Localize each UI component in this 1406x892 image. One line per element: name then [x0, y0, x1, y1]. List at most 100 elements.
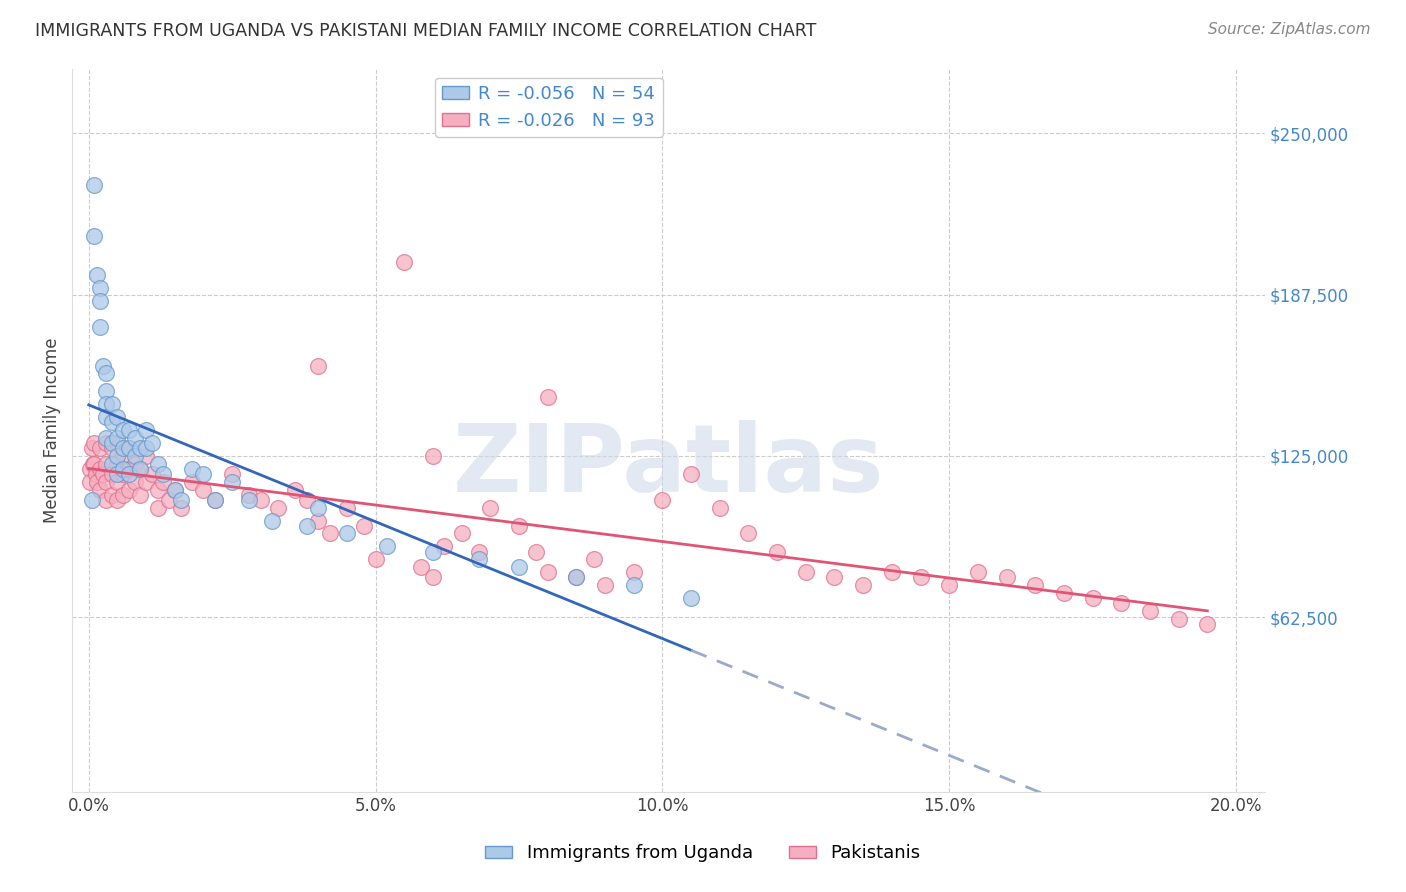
Point: [336, 500, 359, 515]
Point: [250, 492, 273, 507]
Point: [169, 500, 191, 515]
Point: [91, 359, 114, 373]
Point: [1167, 612, 1189, 626]
Point: [152, 467, 174, 481]
Point: [100, 488, 122, 502]
Point: [204, 492, 226, 507]
Point: [107, 431, 129, 445]
Point: [307, 514, 329, 528]
Point: [479, 500, 502, 515]
Point: [112, 449, 135, 463]
Point: [508, 560, 530, 574]
Text: IMMIGRANTS FROM UGANDA VS PAKISTANI MEDIAN FAMILY INCOME CORRELATION CHART: IMMIGRANTS FROM UGANDA VS PAKISTANI MEDI…: [35, 22, 817, 40]
Point: [910, 570, 932, 584]
Point: [537, 390, 560, 404]
Point: [107, 457, 129, 471]
Point: [1053, 586, 1076, 600]
Point: [89, 281, 111, 295]
Text: ZIPatlas: ZIPatlas: [453, 420, 884, 512]
Point: [737, 526, 759, 541]
Point: [169, 492, 191, 507]
Point: [129, 462, 152, 476]
Point: [146, 457, 169, 471]
Point: [262, 514, 284, 528]
Point: [422, 449, 444, 463]
Point: [100, 457, 122, 471]
Point: [193, 483, 215, 497]
Point: [623, 565, 645, 579]
Point: [1111, 596, 1133, 610]
Point: [181, 475, 204, 489]
Point: [508, 518, 530, 533]
Point: [141, 467, 163, 481]
Point: [1139, 604, 1161, 618]
Point: [89, 293, 111, 308]
Point: [238, 492, 260, 507]
Point: [318, 526, 340, 541]
Point: [967, 565, 990, 579]
Point: [524, 544, 547, 558]
Point: [100, 441, 122, 455]
Point: [468, 544, 491, 558]
Point: [129, 462, 152, 476]
Point: [118, 423, 141, 437]
Point: [86, 475, 108, 489]
Point: [193, 467, 215, 481]
Point: [238, 488, 260, 502]
Point: [794, 565, 817, 579]
Point: [433, 539, 456, 553]
Point: [89, 319, 111, 334]
Point: [94, 410, 117, 425]
Point: [124, 431, 146, 445]
Point: [1197, 616, 1219, 631]
Point: [112, 488, 135, 502]
Point: [80, 492, 103, 507]
Legend: R = -0.056   N = 54, R = -0.026   N = 93: R = -0.056 N = 54, R = -0.026 N = 93: [434, 78, 662, 137]
Point: [94, 492, 117, 507]
Point: [84, 467, 107, 481]
Point: [79, 475, 101, 489]
Point: [135, 449, 157, 463]
Point: [112, 462, 135, 476]
Legend: Immigrants from Uganda, Pakistanis: Immigrants from Uganda, Pakistanis: [478, 838, 928, 870]
Point: [83, 178, 105, 192]
Point: [1081, 591, 1104, 605]
Point: [112, 441, 135, 455]
Point: [623, 578, 645, 592]
Point: [94, 397, 117, 411]
Point: [450, 526, 472, 541]
Point: [938, 578, 960, 592]
Point: [181, 462, 204, 476]
Point: [124, 475, 146, 489]
Point: [89, 462, 111, 476]
Point: [163, 483, 186, 497]
Point: [129, 441, 152, 455]
Point: [118, 441, 141, 455]
Point: [107, 492, 129, 507]
Point: [852, 578, 875, 592]
Point: [995, 570, 1018, 584]
Point: [94, 457, 117, 471]
Point: [94, 431, 117, 445]
Point: [94, 436, 117, 450]
Point: [124, 457, 146, 471]
Point: [107, 436, 129, 450]
Point: [336, 526, 359, 541]
Point: [593, 578, 616, 592]
Point: [100, 436, 122, 450]
Point: [295, 492, 318, 507]
Point: [307, 359, 329, 373]
Point: [146, 483, 169, 497]
Point: [118, 462, 141, 476]
Point: [364, 552, 387, 566]
Point: [651, 492, 673, 507]
Point: [375, 539, 398, 553]
Point: [94, 475, 117, 489]
Point: [83, 457, 105, 471]
Point: [422, 544, 444, 558]
Point: [221, 475, 243, 489]
Point: [89, 441, 111, 455]
Point: [129, 488, 152, 502]
Point: [89, 483, 111, 497]
Point: [152, 475, 174, 489]
